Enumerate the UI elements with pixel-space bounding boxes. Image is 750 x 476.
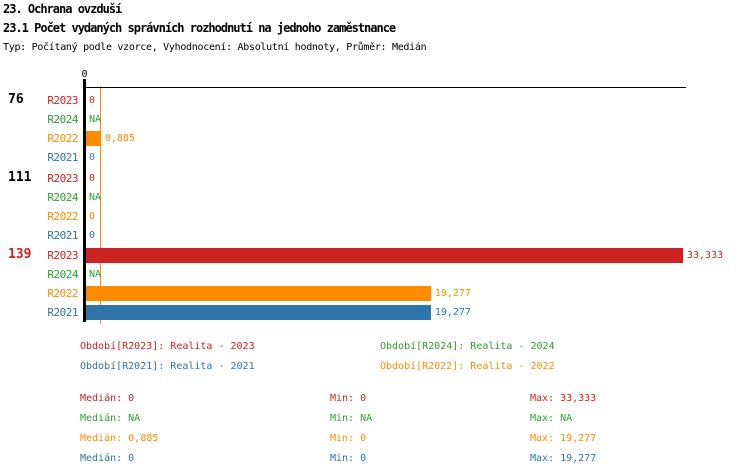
bar-139-R2021	[85, 305, 431, 321]
row-label-76-R2022: R2022	[47, 132, 78, 146]
bar-139-R2023	[85, 247, 683, 263]
value-label-111-R2024: NA	[89, 191, 102, 203]
stat-min-R2022: Min: 0	[330, 433, 367, 444]
value-label-76-R2024: NA	[89, 113, 102, 125]
stat-median-R2021: Medián: 0	[80, 453, 135, 464]
bar-76-R2022	[85, 131, 101, 147]
x-axis-line	[83, 87, 686, 88]
row-label-111-R2024: R2024	[47, 190, 78, 204]
group-label-76: 76	[8, 92, 24, 107]
legend-item-R2021: Období[R2021]: Realita - 2021	[80, 361, 255, 372]
row-label-139-R2024: R2024	[47, 267, 78, 281]
group-label-139: 139	[8, 247, 32, 262]
median-line	[99, 86, 101, 324]
stat-min-R2021: Min: 0	[330, 453, 367, 464]
stat-min-R2024: Min: NA	[330, 413, 373, 424]
legend-item-R2023: Období[R2023]: Realita - 2023	[80, 341, 255, 352]
value-label-76-R2022: 0,885	[104, 133, 135, 145]
row-label-111-R2022: R2022	[47, 210, 78, 224]
stat-median-R2023: Medián: 0	[80, 393, 135, 404]
value-label-111-R2022: 0	[89, 211, 96, 223]
stat-min-R2023: Min: 0	[330, 393, 367, 404]
page-title: 23. Ochrana ovzduší	[3, 2, 122, 16]
chart-meta-line: Typ: Počítaný podle vzorce, Vyhodnocení:…	[3, 42, 427, 53]
row-label-76-R2021: R2021	[47, 151, 78, 165]
legend: Období[R2023]: Realita - 2023 Období[R202…	[80, 337, 555, 377]
stat-max-R2023: Max: 33,333	[530, 393, 597, 404]
chart-subtitle: 23.1 Počet vydaných správních rozhodnutí…	[3, 21, 396, 35]
row-label-76-R2024: R2024	[47, 112, 78, 126]
legend-item-R2022: Období[R2022]: Realita - 2022	[380, 361, 555, 372]
value-label-139-R2024: NA	[89, 268, 102, 280]
row-label-139-R2021: R2021	[47, 306, 78, 320]
row-label-111-R2023: R2023	[47, 171, 78, 185]
row-label-139-R2022: R2022	[47, 287, 78, 301]
value-label-139-R2022: 19,277	[434, 288, 471, 300]
y-axis-line	[83, 79, 86, 322]
group-label-111: 111	[8, 170, 32, 185]
stats-table: Medián: 0 Min: 0 Max: 33,333 Medián: NA Min:…	[80, 389, 596, 469]
stat-median-R2024: Medián: NA	[80, 413, 141, 424]
bar-139-R2022	[85, 286, 431, 302]
row-label-111-R2021: R2021	[47, 229, 78, 243]
legend-item-R2024: Období[R2024]: Realita - 2024	[380, 341, 555, 352]
row-label-76-R2023: R2023	[47, 93, 78, 107]
stat-max-R2021: Max: 19,277	[530, 453, 597, 464]
value-label-111-R2021: 0	[89, 230, 96, 242]
stat-median-R2022: Medián: 0,885	[80, 433, 159, 444]
value-label-139-R2021: 19,277	[434, 307, 471, 319]
value-label-139-R2023: 33,333	[687, 249, 724, 261]
value-label-76-R2021: 0	[89, 152, 96, 164]
x-axis-tick-label: 0	[81, 69, 88, 80]
stat-max-R2022: Max: 19,277	[530, 433, 597, 444]
value-label-76-R2023: 0	[89, 94, 96, 106]
value-label-111-R2023: 0	[89, 172, 96, 184]
row-label-139-R2023: R2023	[47, 248, 78, 262]
stat-max-R2024: Max: NA	[530, 413, 573, 424]
